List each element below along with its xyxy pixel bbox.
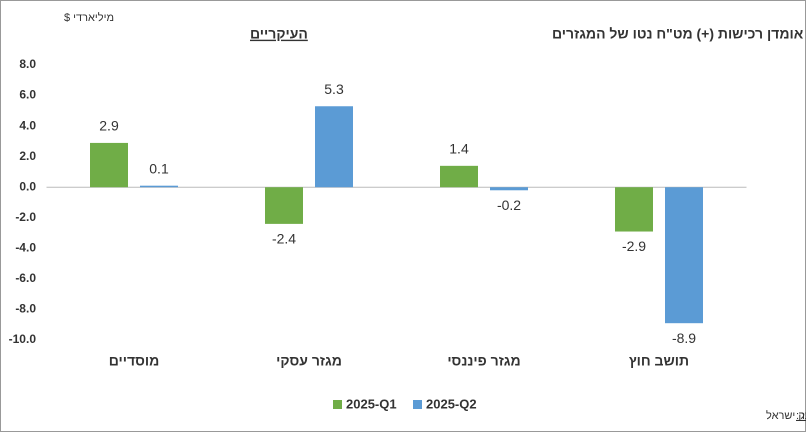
y-tick-label: 8.0	[19, 57, 36, 71]
chart-title: תרשים 5: אומדן רכישות (+) מט"ח נטו של המ…	[552, 26, 806, 42]
legend-label: 2025-Q2	[426, 396, 477, 411]
legend-swatch	[333, 400, 342, 409]
y-unit: מיליארדי $	[64, 11, 114, 24]
x-tick-label: מוסדיים	[109, 353, 160, 369]
bar	[315, 106, 353, 188]
source: עיבודים לדיווחים לבנק ישראל	[766, 409, 806, 422]
bar	[615, 187, 653, 232]
x-tick-label: מגזר עסקי	[276, 353, 342, 369]
y-tick-label: -6.0	[15, 271, 36, 285]
y-tick-label: -4.0	[15, 241, 36, 255]
data-label: -2.9	[622, 238, 646, 254]
bar	[140, 185, 178, 188]
y-tick-label: 6.0	[19, 88, 36, 102]
x-tick-label: תושב חוץ	[629, 353, 689, 369]
bar	[490, 187, 528, 191]
source-label: מקור:	[796, 410, 806, 422]
legend-swatch	[413, 400, 422, 409]
chart-title-emphasis: העיקריים	[250, 26, 308, 42]
data-label: -0.2	[497, 197, 521, 213]
x-tick-label: מגזר פיננסי	[447, 353, 520, 369]
data-label: -2.4	[272, 231, 296, 247]
bar	[665, 187, 703, 324]
data-label: 0.1	[149, 160, 169, 176]
bar	[265, 187, 303, 224]
y-tick-label: -10.0	[9, 332, 37, 346]
data-label: 5.3	[324, 81, 344, 97]
legend-label: 2025-Q1	[346, 396, 397, 411]
bar	[90, 142, 128, 188]
data-label: 2.9	[99, 118, 119, 134]
y-tick-label: -8.0	[15, 302, 36, 316]
bar	[440, 165, 478, 188]
y-tick-label: 4.0	[19, 118, 36, 132]
y-tick-label: 2.0	[19, 149, 36, 163]
y-tick-label: -2.0	[15, 210, 36, 224]
data-label: 1.4	[449, 141, 469, 157]
y-tick-label: 0.0	[19, 179, 36, 193]
data-label: -8.9	[672, 330, 696, 346]
